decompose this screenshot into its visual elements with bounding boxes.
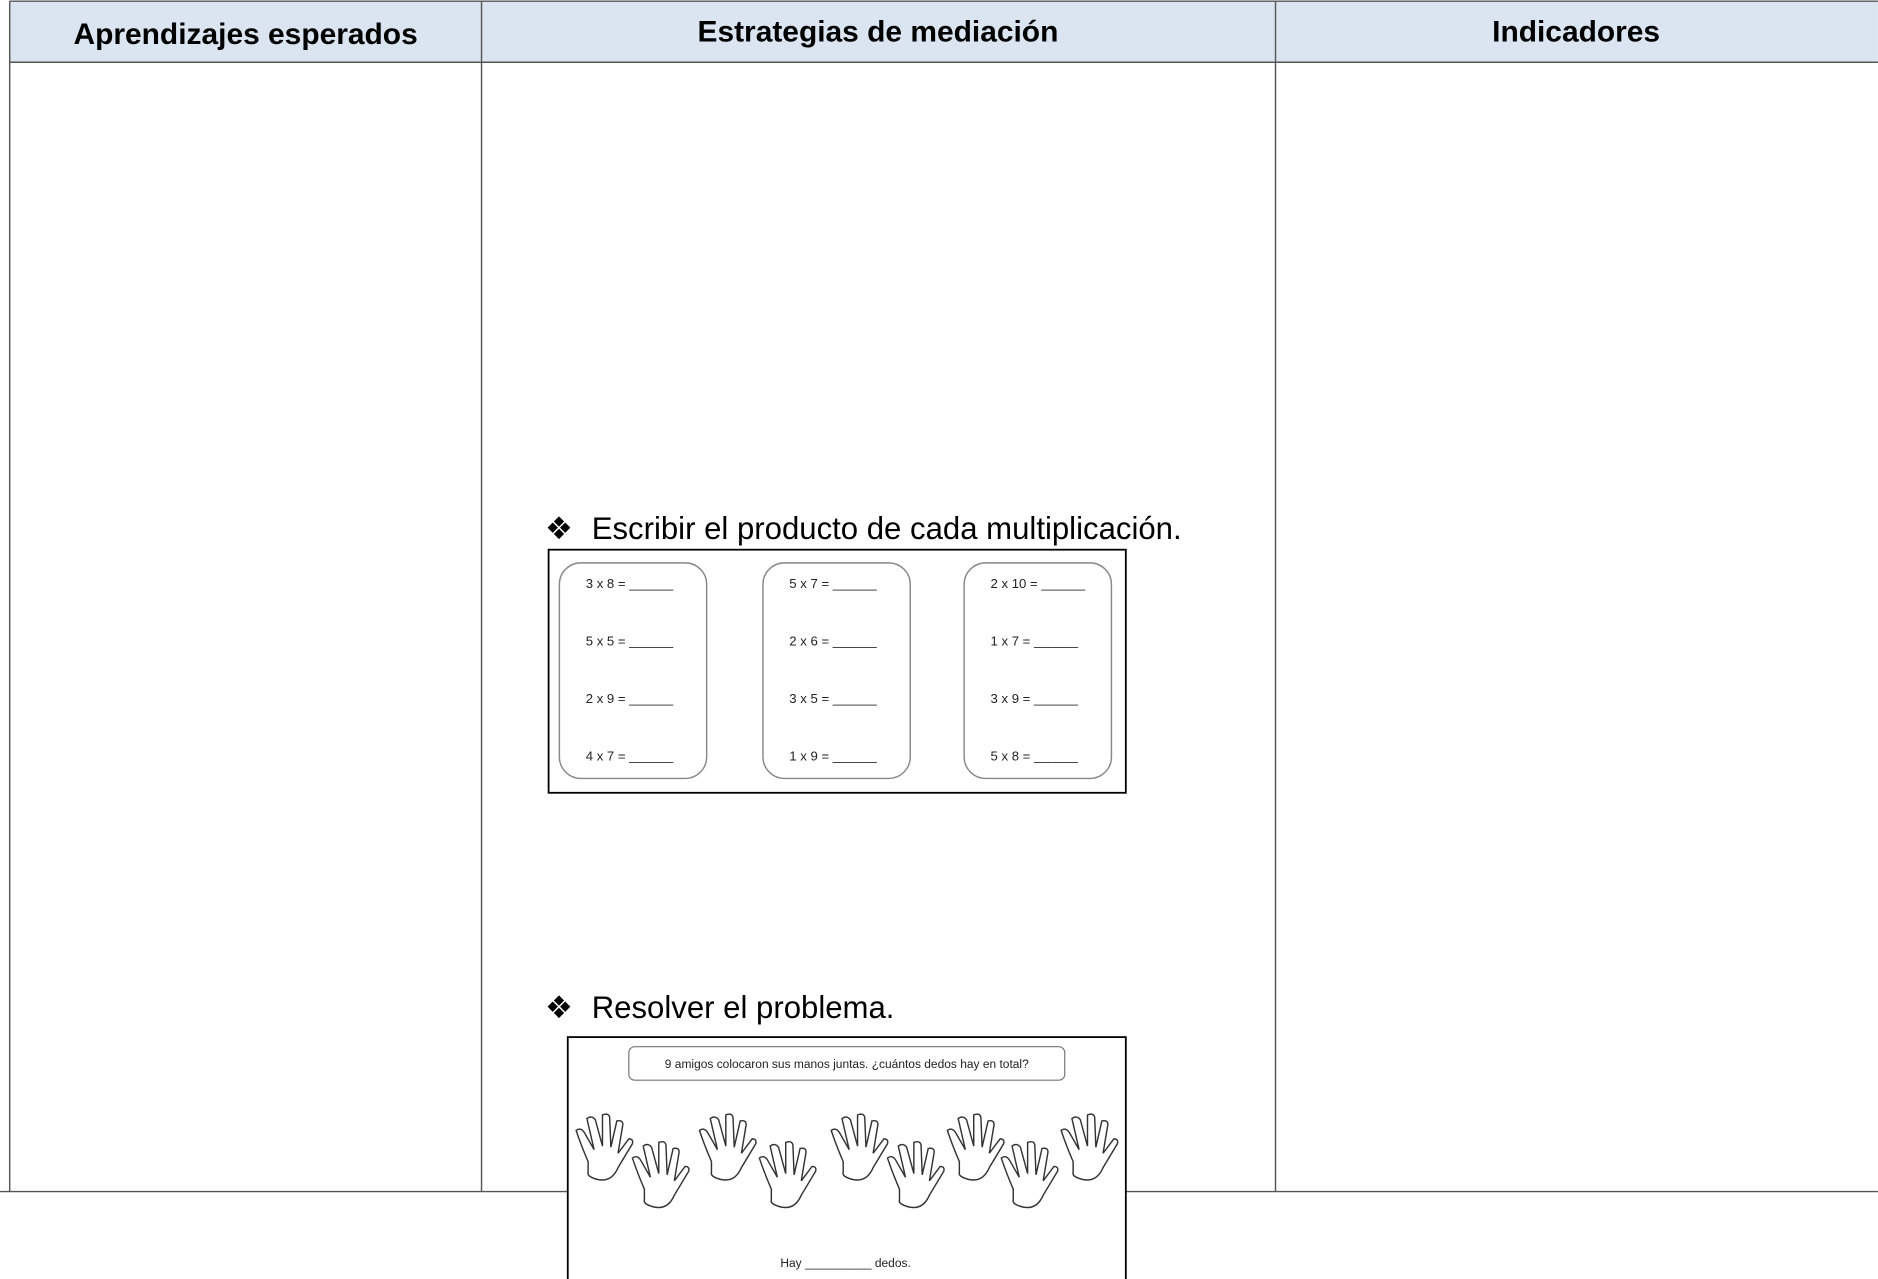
equation: 3 x 5 = ______ [789, 691, 877, 706]
hand [758, 1140, 817, 1209]
equation: 1 x 9 = ______ [789, 748, 877, 763]
item-text: Escribir el producto de cada multiplicac… [592, 511, 1182, 546]
problem-frame [628, 1046, 1066, 1081]
equation: 4 x 7 = ______ [586, 748, 674, 763]
hands-illustration [575, 1113, 1119, 1209]
equation: 1 x 7 = ______ [990, 633, 1078, 648]
header-cell: Aprendizajes esperados [73, 18, 417, 51]
hand [1060, 1113, 1119, 1181]
hand [631, 1140, 690, 1209]
bullet: ❖ [545, 511, 573, 546]
equation: 3 x 9 = ______ [990, 691, 1078, 706]
equation-panel [963, 562, 1113, 780]
hand [698, 1113, 757, 1181]
equation: 2 x 6 = ______ [789, 633, 877, 648]
hand [575, 1113, 634, 1181]
header-cell: Indicadores [1492, 15, 1660, 48]
equation-panel [558, 562, 708, 780]
equation: 5 x 7 = ______ [789, 576, 877, 591]
hand [1000, 1140, 1059, 1209]
equation: 5 x 5 = ______ [586, 633, 674, 648]
header-row [9, 1, 1878, 63]
header-cell: Estrategias de mediación [697, 15, 1058, 48]
bullet: ❖ [545, 990, 573, 1025]
equation: 3 x 8 = ______ [586, 576, 674, 591]
problem-text: 9 amigos colocaron sus manos juntas. ¿cu… [665, 1057, 1029, 1071]
equation: 2 x 10 = ______ [990, 576, 1085, 591]
item-text: Resolver el problema. [592, 990, 895, 1025]
equation-panel [762, 562, 911, 780]
equation: 5 x 8 = ______ [990, 748, 1078, 763]
hand [886, 1140, 945, 1209]
answer-line: Hay __________ dedos. [780, 1256, 910, 1270]
hand [830, 1113, 889, 1181]
hand [946, 1113, 1005, 1181]
equation: 2 x 9 = ______ [586, 691, 674, 706]
